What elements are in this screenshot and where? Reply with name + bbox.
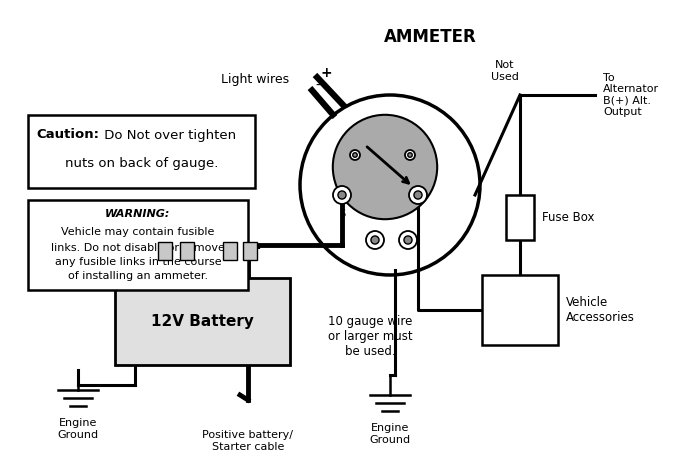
Text: S: S xyxy=(339,209,345,219)
Circle shape xyxy=(405,150,415,160)
Text: Vehicle
Accessories: Vehicle Accessories xyxy=(566,296,635,324)
Text: links. Do not disable or remove: links. Do not disable or remove xyxy=(51,243,225,253)
Circle shape xyxy=(409,186,427,204)
Text: +: + xyxy=(320,66,332,80)
Circle shape xyxy=(350,150,360,160)
Bar xyxy=(28,115,255,188)
Bar xyxy=(506,195,534,240)
Text: Do Not over tighten: Do Not over tighten xyxy=(100,128,236,142)
Circle shape xyxy=(333,115,437,219)
Text: Engine
Ground: Engine Ground xyxy=(57,418,98,439)
Bar xyxy=(243,242,257,260)
Bar xyxy=(223,242,237,260)
Text: Vehicle may contain fusible: Vehicle may contain fusible xyxy=(62,227,215,237)
Circle shape xyxy=(404,236,412,244)
Bar xyxy=(158,242,172,260)
Bar xyxy=(115,278,290,365)
Circle shape xyxy=(414,191,422,199)
Text: Positive battery/
Starter cable: Positive battery/ Starter cable xyxy=(202,430,293,452)
Circle shape xyxy=(333,186,351,204)
Bar xyxy=(180,242,194,260)
Text: Fuse Box: Fuse Box xyxy=(542,211,594,224)
Bar xyxy=(28,200,248,290)
Bar xyxy=(482,275,558,345)
Circle shape xyxy=(366,231,384,249)
Text: I: I xyxy=(417,209,419,219)
Text: +: + xyxy=(248,241,261,256)
Text: Engine
Ground: Engine Ground xyxy=(369,423,410,445)
Circle shape xyxy=(408,153,412,157)
Text: nuts on back of gauge.: nuts on back of gauge. xyxy=(65,156,218,170)
Text: 10 gauge wire
or larger must
be used.: 10 gauge wire or larger must be used. xyxy=(328,315,412,358)
Text: Caution:: Caution: xyxy=(36,128,99,142)
Circle shape xyxy=(371,236,379,244)
Text: of installing an ammeter.: of installing an ammeter. xyxy=(68,271,208,281)
Text: -: - xyxy=(157,241,163,256)
Text: To
Alternator
B(+) Alt.
Output: To Alternator B(+) Alt. Output xyxy=(603,72,659,117)
Text: Light wires: Light wires xyxy=(221,73,289,86)
Text: any fusible links in the course: any fusible links in the course xyxy=(55,257,222,267)
Circle shape xyxy=(338,191,346,199)
Text: 12V Battery: 12V Battery xyxy=(151,314,254,329)
Circle shape xyxy=(353,153,357,157)
Text: AMMETER: AMMETER xyxy=(384,28,476,46)
Circle shape xyxy=(399,231,417,249)
Text: -: - xyxy=(315,79,320,93)
Text: WARNING:: WARNING: xyxy=(105,209,171,219)
Text: Not
Used: Not Used xyxy=(491,60,519,82)
